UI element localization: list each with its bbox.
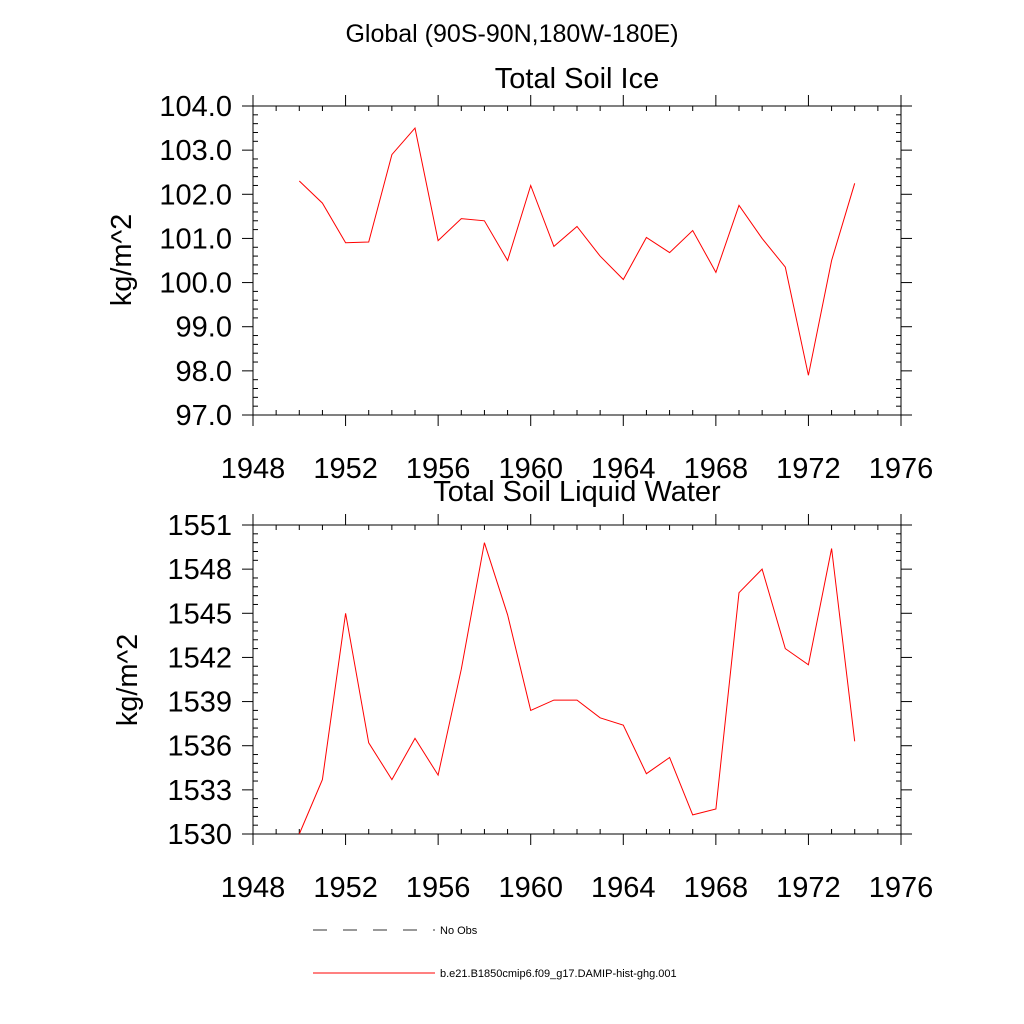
legend: No Obs b.e21.B1850cmip6.f09_g17.DAMIP-hi… bbox=[313, 925, 677, 980]
y-tick-label: 1536 bbox=[167, 731, 232, 763]
plot-frame bbox=[252, 524, 902, 835]
legend-entry-model-run: b.e21.B1850cmip6.f09_g17.DAMIP-hist-ghg.… bbox=[313, 968, 677, 980]
y-tick-label: 1539 bbox=[167, 687, 232, 719]
x-tick-label: 1972 bbox=[776, 872, 841, 904]
x-tick-label: 1948 bbox=[221, 453, 286, 485]
panel-total-soil-liquid-water: Total Soil Liquid Water kg/m^2 1948 1952 1… bbox=[112, 476, 933, 904]
x-tick-label: 1952 bbox=[313, 453, 378, 485]
panel-total-soil-ice: Total Soil Ice kg/m^2 1948 1952 1956 1960 19… bbox=[106, 63, 933, 485]
y-tick-label: 103.0 bbox=[159, 135, 232, 167]
x-tick-label: 1968 bbox=[684, 453, 749, 485]
legend-label: b.e21.B1850cmip6.f09_g17.DAMIP-hist-ghg.… bbox=[440, 968, 677, 980]
y-tick-label: 100.0 bbox=[159, 268, 232, 300]
series-line bbox=[298, 542, 856, 835]
plot-frame bbox=[252, 105, 902, 416]
figure-suptitle: Global (90S-90N,180W-180E) bbox=[345, 20, 678, 48]
x-tick-label: 1960 bbox=[498, 872, 563, 904]
y-tick-label: 1542 bbox=[167, 642, 232, 674]
x-tick-label: 1976 bbox=[869, 872, 934, 904]
x-tick-label: 1964 bbox=[591, 453, 656, 485]
y-tick-label: 1548 bbox=[167, 554, 232, 586]
x-tick-label: 1976 bbox=[869, 453, 934, 485]
y-tick-label: 97.0 bbox=[176, 400, 232, 432]
x-tick-label: 1964 bbox=[591, 872, 656, 904]
panel-title: Total Soil Liquid Water bbox=[433, 476, 721, 508]
legend-label: No Obs bbox=[440, 925, 478, 937]
panel-title: Total Soil Ice bbox=[495, 63, 659, 95]
y-axis-label: kg/m^2 bbox=[112, 634, 144, 727]
y-tick-label: 104.0 bbox=[159, 91, 232, 123]
x-tick-label: 1948 bbox=[221, 872, 286, 904]
series-line bbox=[298, 127, 856, 376]
y-tick-label: 99.0 bbox=[176, 312, 232, 344]
y-tick-label: 1551 bbox=[167, 510, 232, 542]
y-tick-label: 1533 bbox=[167, 775, 232, 807]
x-tick-label: 1968 bbox=[684, 872, 749, 904]
x-tick-label: 1952 bbox=[313, 872, 378, 904]
y-tick-label: 1530 bbox=[167, 819, 232, 851]
y-axis-label: kg/m^2 bbox=[106, 214, 138, 307]
x-tick-label: 1972 bbox=[776, 453, 841, 485]
x-tick-label: 1960 bbox=[498, 453, 563, 485]
y-tick-label: 1545 bbox=[167, 598, 232, 630]
y-tick-label: 102.0 bbox=[159, 179, 232, 211]
x-tick-label: 1956 bbox=[406, 453, 471, 485]
y-tick-label: 98.0 bbox=[176, 356, 232, 388]
legend-entry-no-obs: No Obs bbox=[313, 925, 478, 937]
x-tick-label: 1956 bbox=[406, 872, 471, 904]
y-tick-label: 101.0 bbox=[159, 223, 232, 255]
